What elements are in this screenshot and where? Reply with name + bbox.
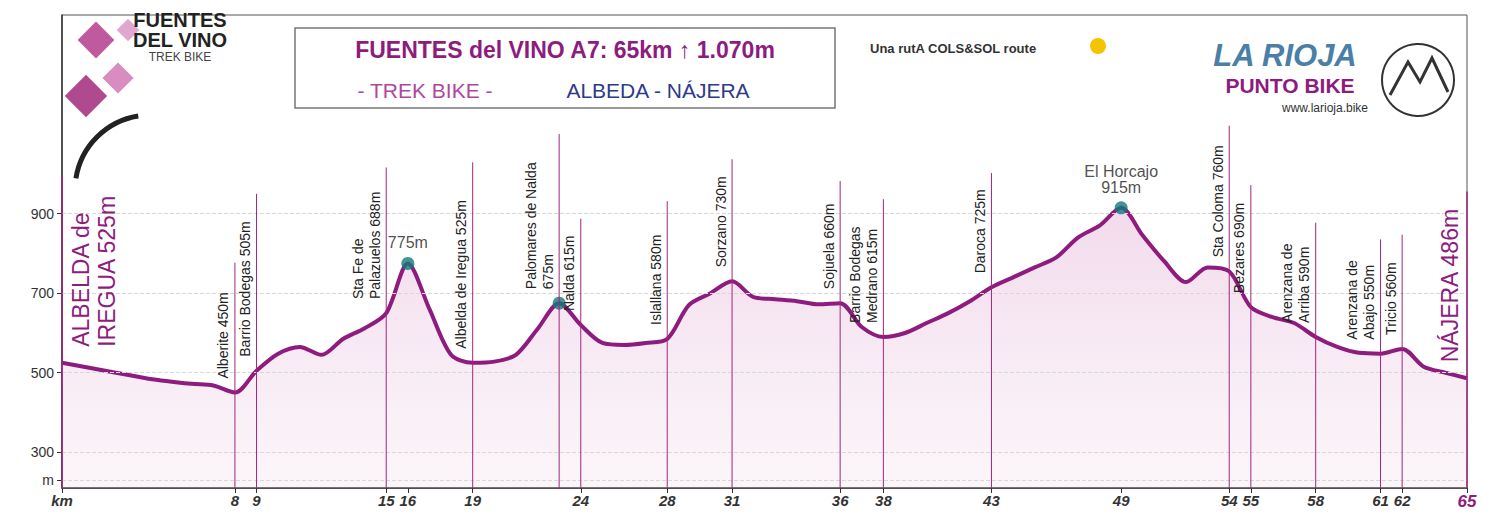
svg-text:9: 9	[252, 492, 261, 509]
svg-text:675m: 675m	[540, 254, 556, 289]
svg-text:Sta Fe de: Sta Fe de	[350, 238, 366, 299]
svg-text:28: 28	[658, 492, 676, 509]
svg-text:62: 62	[1394, 492, 1411, 509]
svg-text:- TREK BIKE -: - TREK BIKE -	[358, 79, 493, 102]
svg-text:Bezares 690m: Bezares 690m	[1231, 203, 1247, 293]
svg-text:LA RIOJA: LA RIOJA	[1213, 38, 1357, 73]
svg-text:DEL VINO: DEL VINO	[133, 29, 227, 51]
svg-text:19: 19	[464, 492, 481, 509]
svg-text:TREK BIKE: TREK BIKE	[149, 50, 212, 64]
svg-text:775m: 775m	[388, 234, 428, 251]
svg-text:km: km	[51, 492, 73, 509]
svg-text:54: 54	[1221, 492, 1238, 509]
svg-text:65: 65	[1458, 492, 1477, 511]
svg-text:36: 36	[832, 492, 849, 509]
svg-text:Tricio 560m: Tricio 560m	[1383, 262, 1399, 335]
svg-text:Palazuelos 688m: Palazuelos 688m	[367, 192, 383, 299]
svg-text:700: 700	[31, 285, 55, 301]
svg-text:IREGUA 525m: IREGUA 525m	[94, 196, 120, 347]
svg-text:49: 49	[1112, 492, 1130, 509]
svg-text:www.larioja.bike: www.larioja.bike	[1281, 101, 1368, 115]
svg-text:31: 31	[724, 492, 741, 509]
svg-text:PUNTO BIKE: PUNTO BIKE	[1225, 74, 1354, 97]
svg-text:Arenzana de: Arenzana de	[1279, 243, 1295, 323]
svg-text:55: 55	[1243, 492, 1260, 509]
svg-text:Una rutA COLS&SOL route: Una rutA COLS&SOL route	[870, 41, 1036, 56]
svg-text:m: m	[42, 472, 54, 488]
svg-text:Palomares de Nalda: Palomares de Nalda	[523, 162, 539, 289]
svg-text:Abajo 550m: Abajo 550m	[1361, 265, 1377, 340]
svg-text:Islallana 580m: Islallana 580m	[648, 235, 664, 325]
svg-text:Barrio Bodegas 505m: Barrio Bodegas 505m	[237, 221, 253, 356]
svg-text:Albelda de Iregua 525m: Albelda de Iregua 525m	[453, 200, 469, 349]
svg-text:500: 500	[31, 365, 55, 381]
svg-text:Nalda 615m: Nalda 615m	[561, 236, 577, 312]
svg-text:300: 300	[31, 444, 55, 460]
svg-text:Sojuela 660m: Sojuela 660m	[821, 204, 837, 290]
svg-text:FUENTES del VINO A7: 65km ↑ 1.: FUENTES del VINO A7: 65km ↑ 1.070m	[355, 37, 775, 63]
svg-text:Barrio Bodegas: Barrio Bodegas	[847, 226, 863, 323]
svg-text:58: 58	[1307, 492, 1324, 509]
svg-text:Medrano 615m: Medrano 615m	[864, 229, 880, 323]
svg-text:Arenzana de: Arenzana de	[1344, 260, 1360, 340]
svg-text:15: 15	[378, 492, 395, 509]
svg-text:El Horcajo: El Horcajo	[1084, 163, 1158, 180]
svg-text:NÁJERA 486m: NÁJERA 486m	[1437, 209, 1463, 362]
svg-text:24: 24	[571, 492, 589, 509]
svg-text:Arriba 590m: Arriba 590m	[1296, 247, 1312, 323]
svg-text:16: 16	[400, 492, 417, 509]
svg-text:ALBEDA - NÁJERA: ALBEDA - NÁJERA	[566, 79, 749, 102]
svg-text:Sorzano 730m: Sorzano 730m	[713, 176, 729, 267]
svg-text:38: 38	[875, 492, 892, 509]
svg-text:Sta Coloma 760m: Sta Coloma 760m	[1210, 145, 1226, 257]
svg-text:61: 61	[1372, 492, 1389, 509]
svg-text:8: 8	[231, 492, 240, 509]
svg-text:FUENTES: FUENTES	[133, 9, 226, 31]
svg-text:Daroca 725m: Daroca 725m	[972, 189, 988, 273]
svg-text:43: 43	[982, 492, 1000, 509]
svg-text:ALBELDA de: ALBELDA de	[68, 213, 94, 347]
svg-text:900: 900	[31, 206, 55, 222]
svg-text:Alberite 450m: Alberite 450m	[215, 292, 231, 378]
svg-text:915m: 915m	[1101, 179, 1141, 196]
